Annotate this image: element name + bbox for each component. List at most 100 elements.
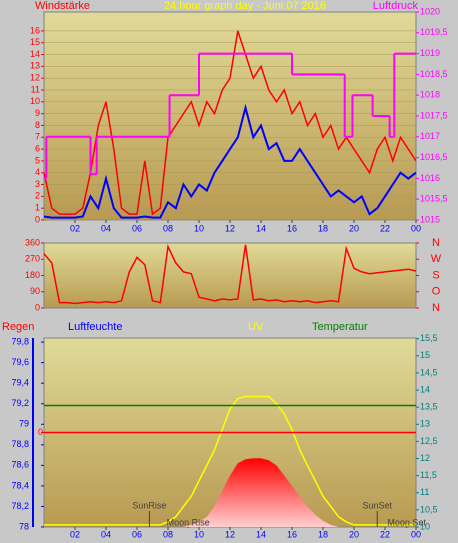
chart-title: 24 hour graph day - Juni 07 2016: [164, 0, 326, 12]
y-tick-label: 78: [19, 521, 29, 531]
y2-tick-label: W: [431, 253, 442, 265]
y2-tick-label: 13: [420, 419, 430, 429]
y2-tick-label: 14,5: [420, 367, 438, 377]
x-tick-label: 08: [163, 223, 173, 233]
y-tick-label: 2: [35, 191, 40, 201]
x-tick-label: 02: [70, 223, 80, 233]
x-tick-label: 18: [318, 529, 328, 539]
y-tick-label: 78,4: [11, 480, 29, 490]
y2-tick-label: 14: [420, 384, 430, 394]
y2-tick-label: 1020: [420, 6, 440, 16]
y-tick-label: 180: [25, 270, 40, 280]
y-tick-label: 79,2: [11, 398, 29, 408]
x-tick-label: 10: [194, 529, 204, 539]
annotation: SunSet: [362, 500, 392, 510]
area: [44, 458, 416, 527]
y2-tick-label: 15,5: [420, 333, 438, 343]
y2-tick-label: 1016,5: [420, 152, 448, 162]
y2-tick-label: 10,5: [420, 504, 438, 514]
y-tick-label: 6: [35, 143, 40, 153]
y2-tick-label: 10: [420, 521, 430, 531]
y2-tick-label: 1017,5: [420, 110, 448, 120]
x-tick-label: 22: [380, 529, 390, 539]
y-tick-label: 13: [30, 61, 40, 71]
y-tick-label: 15: [30, 37, 40, 47]
y-tick-label: 79,6: [11, 357, 29, 367]
y-tick-label: 4: [35, 167, 40, 177]
y2-tick-label: 1019,5: [420, 27, 448, 37]
x-tick-label: 12: [225, 529, 235, 539]
y-tick-label: 78,2: [11, 501, 29, 511]
annotation: SunRise: [132, 500, 166, 510]
y-tick-label: 0: [35, 214, 40, 224]
rain-label: Regen: [2, 321, 34, 333]
x-tick-label: 10: [194, 223, 204, 233]
y-tick-label: 14: [30, 49, 40, 59]
uv-label: UV: [248, 321, 264, 333]
y2-tick-label: 1015,5: [420, 194, 448, 204]
x-tick-label: 16: [287, 223, 297, 233]
y2-tick-label: 11,5: [420, 470, 437, 480]
x-tick-label: 08: [163, 529, 173, 539]
y-tick-label: 7: [35, 132, 40, 142]
y2-tick-label: O: [432, 286, 441, 298]
x-tick-label: 20: [349, 223, 359, 233]
x-tick-label: 14: [256, 529, 266, 539]
line: [43, 30, 417, 216]
y2-tick-label: 15: [420, 350, 430, 360]
y2-tick-label: 1018,5: [420, 69, 448, 79]
y-tick-label: 79: [19, 419, 29, 429]
y2-tick-label: 1017: [420, 131, 440, 141]
y2-tick-label: 1015: [420, 214, 440, 224]
x-tick-label: 16: [287, 529, 297, 539]
x-tick-label: 14: [256, 223, 266, 233]
x-tick-label: 00: [411, 529, 421, 539]
x-tick-label: 12: [225, 223, 235, 233]
x-tick-label: 06: [132, 223, 142, 233]
pressure-label: Luftdruck: [373, 0, 419, 12]
plot-area: [43, 11, 417, 221]
y2-tick-label: 12: [420, 453, 430, 463]
y-tick-label: 78,6: [11, 460, 29, 470]
y2-tick-label: 13,5: [420, 402, 438, 412]
y-tick-label: 10: [30, 96, 40, 106]
y-tick-label: 8: [35, 120, 40, 130]
y2-tick-label: N: [432, 237, 440, 249]
humidity-label: Luftfeuchte: [68, 321, 122, 333]
x-tick-label: 02: [70, 529, 80, 539]
temperature-label: Temperatur: [312, 321, 368, 333]
plot-area: [43, 242, 417, 309]
line: [43, 103, 417, 219]
x-tick-label: 06: [132, 529, 142, 539]
y-tick-label: 360: [25, 237, 40, 247]
y2-tick-label: N: [432, 302, 440, 314]
y-tick-label: 79,4: [11, 378, 29, 388]
y-tick-label: 0: [35, 302, 40, 312]
y-tick-label: 5: [35, 155, 40, 165]
y-tick-label: 12: [30, 73, 40, 83]
y2-tick-label: 1018: [420, 90, 440, 100]
y3-tick-label: 0: [38, 427, 43, 437]
x-tick-label: 04: [101, 529, 111, 539]
y2-tick-label: 1019: [420, 48, 440, 58]
y-tick-label: 16: [30, 25, 40, 35]
y-tick-label: 90: [30, 286, 40, 296]
y-tick-label: 270: [25, 254, 40, 264]
line: [43, 244, 417, 305]
line: [44, 395, 416, 526]
y2-tick-label: 11: [420, 487, 429, 497]
y-tick-label: 11: [31, 84, 40, 94]
annotation: Moon Set: [387, 517, 426, 527]
x-tick-label: 22: [380, 223, 390, 233]
y-tick-label: 1: [35, 203, 40, 213]
x-tick-label: 04: [101, 223, 111, 233]
y-tick-label: 78,8: [11, 439, 29, 449]
y2-tick-label: 12,5: [420, 436, 438, 446]
x-tick-label: 00: [411, 223, 421, 233]
y-tick-label: 79,8: [11, 336, 29, 346]
wind-label: Windstärke: [35, 0, 90, 12]
annotation: Moon Rise: [167, 517, 210, 527]
y2-tick-label: S: [432, 269, 439, 281]
y-tick-label: 3: [35, 179, 40, 189]
